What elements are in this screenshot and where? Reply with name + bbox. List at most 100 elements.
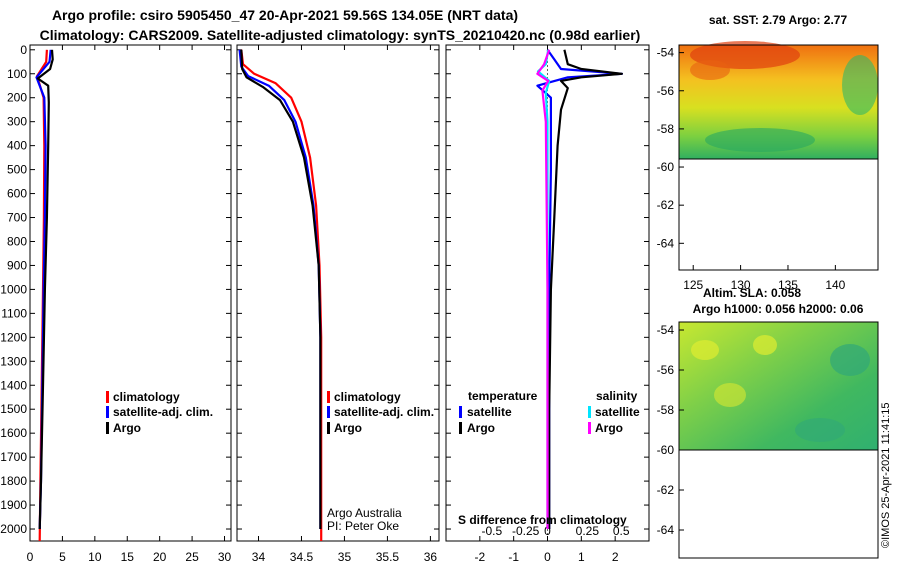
x-tick-label: 2 xyxy=(612,550,619,564)
salinity-legend: climatology satellite-adj. clim. Argo Ar… xyxy=(327,390,434,533)
series-line-argo xyxy=(240,49,322,529)
y-tick-label: 1900 xyxy=(0,498,27,512)
x-tick-label: 35 xyxy=(338,550,352,564)
annotation-argo-australia: Argo Australia xyxy=(327,506,402,520)
sst-warm-patch xyxy=(690,60,730,80)
y-tick-label: 1000 xyxy=(0,282,27,296)
legend-label-argo: Argo xyxy=(113,421,141,435)
x-tick-label: 0 xyxy=(27,550,34,564)
lat-tick-label: -54 xyxy=(657,323,675,337)
lat-tick-label: -62 xyxy=(657,198,675,212)
y-tick-label: 300 xyxy=(7,115,27,129)
y-tick-label: 100 xyxy=(7,67,27,81)
y-tick-label: 1100 xyxy=(1,306,27,320)
legend-swatch-climatology xyxy=(106,391,109,403)
sla-high-patch xyxy=(714,383,746,407)
salinity-panel: 34 34.5 35 35.5 36 xyxy=(236,44,440,564)
sst-cool-patch xyxy=(842,55,878,115)
x-tick-label: 25 xyxy=(185,550,199,564)
legend-label-sal-argo: Argo xyxy=(595,421,623,435)
lon-tick-label: 125 xyxy=(683,278,703,292)
x-tick-label: 10 xyxy=(88,550,102,564)
salinity-scale-label: 0.5 xyxy=(613,524,630,538)
legend-swatch-temp-satellite xyxy=(459,406,462,418)
plot-frame xyxy=(29,44,232,542)
legend-swatch-climatology xyxy=(327,391,330,403)
lat-tick-label: -62 xyxy=(657,483,675,497)
legend-swatch-temp-argo xyxy=(459,422,462,434)
x-tick-label: -2 xyxy=(474,550,485,564)
salinity-scale-label: 0.25 xyxy=(576,524,600,538)
legend-title-temperature: temperature xyxy=(468,389,538,403)
sla-high-patch xyxy=(753,335,777,355)
y-tick-label: 1800 xyxy=(0,474,27,488)
series-line-temperature-satellite xyxy=(536,49,623,529)
lat-tick-label: -64 xyxy=(657,236,675,250)
legend-swatch-satellite xyxy=(327,406,330,418)
y-tick-label: 1300 xyxy=(0,354,27,368)
lat-tick-label: -56 xyxy=(657,363,675,377)
y-tick-label: 700 xyxy=(7,211,27,225)
lat-tick-label: -58 xyxy=(657,403,675,417)
legend-label-satellite: satellite-adj. clim. xyxy=(334,405,434,419)
legend-title-salinity: salinity xyxy=(596,389,638,403)
sla-map: Altim. SLA: 0.058 Argo h1000: 0.056 h200… xyxy=(657,286,879,559)
x-tick-label: 20 xyxy=(153,550,167,564)
sla-high-patch xyxy=(691,340,719,360)
series-line-satellite-adj-clim- xyxy=(238,49,322,529)
legend-label-sal-satellite: satellite xyxy=(595,405,640,419)
x-tick-label: 36 xyxy=(424,550,438,564)
salinity-scale-label: -0.5 xyxy=(481,524,502,538)
temperature-panel: 0100200300400500600700800900100011001200… xyxy=(0,43,231,564)
sla-map-title-line1: Altim. SLA: 0.058 xyxy=(703,286,801,300)
x-tick-label: 0 xyxy=(544,550,551,564)
y-tick-label: 1700 xyxy=(0,450,27,464)
legend-swatch-argo xyxy=(327,422,330,434)
x-tick-label: 15 xyxy=(121,550,135,564)
legend-label-climatology: climatology xyxy=(113,390,180,404)
lat-tick-label: -60 xyxy=(657,443,675,457)
y-tick-label: 2000 xyxy=(0,522,27,536)
sla-low-patch xyxy=(795,418,845,442)
lat-tick-label: -54 xyxy=(657,46,675,60)
y-tick-label: 900 xyxy=(7,258,27,272)
lon-tick-label: 130 xyxy=(731,278,751,292)
lon-tick-label: 135 xyxy=(778,278,798,292)
series-line-temperature-argo xyxy=(548,49,623,529)
legend-swatch-argo xyxy=(106,422,109,434)
salinity-scale-label: -0.25 xyxy=(512,524,540,538)
y-tick-label: 1200 xyxy=(0,330,27,344)
sst-map-frame xyxy=(678,44,879,271)
legend-label-satellite: satellite-adj. clim. xyxy=(113,405,213,419)
plot-frame xyxy=(236,44,440,542)
temperature-legend: climatology satellite-adj. clim. Argo xyxy=(106,390,213,435)
series-line-argo xyxy=(36,49,54,530)
y-tick-label: 600 xyxy=(7,187,27,201)
x-tick-label: 1 xyxy=(578,550,585,564)
y-tick-label: 800 xyxy=(7,234,27,248)
lat-tick-label: -58 xyxy=(657,122,675,136)
series-line-climatology xyxy=(240,49,323,541)
difference-xlabel: S difference from climatology xyxy=(458,513,627,527)
difference-legend: temperature salinity satellite Argo sate… xyxy=(458,389,640,527)
lat-tick-label: -60 xyxy=(657,160,675,174)
legend-swatch-sal-argo xyxy=(588,422,591,434)
y-tick-label: 200 xyxy=(7,91,27,105)
x-tick-label: 34.5 xyxy=(290,550,314,564)
figure-title-line1: Argo profile: csiro 5905450_47 20-Apr-20… xyxy=(52,7,518,23)
sla-map-title-line2: Argo h1000: 0.056 h2000: 0.06 xyxy=(693,302,864,316)
legend-label-climatology: climatology xyxy=(334,390,401,404)
lon-tick-label: 140 xyxy=(825,278,845,292)
x-tick-label: 5 xyxy=(59,550,66,564)
legend-swatch-satellite xyxy=(106,406,109,418)
sla-map-frame xyxy=(678,321,879,559)
x-tick-label: 30 xyxy=(218,550,232,564)
footer-credit: ©IMOS 25-Apr-2021 11:41:15 xyxy=(880,403,892,548)
x-tick-label: -1 xyxy=(508,550,519,564)
legend-swatch-sal-satellite xyxy=(588,406,591,418)
figure-title-line2: Climatology: CARS2009. Satellite-adjuste… xyxy=(40,27,641,43)
lat-tick-label: -56 xyxy=(657,84,675,98)
y-tick-label: 1600 xyxy=(0,426,27,440)
sst-map: sat. SST: 2.79 Argo: 2.77 -54 -56 -58 -60 -6… xyxy=(657,13,879,292)
